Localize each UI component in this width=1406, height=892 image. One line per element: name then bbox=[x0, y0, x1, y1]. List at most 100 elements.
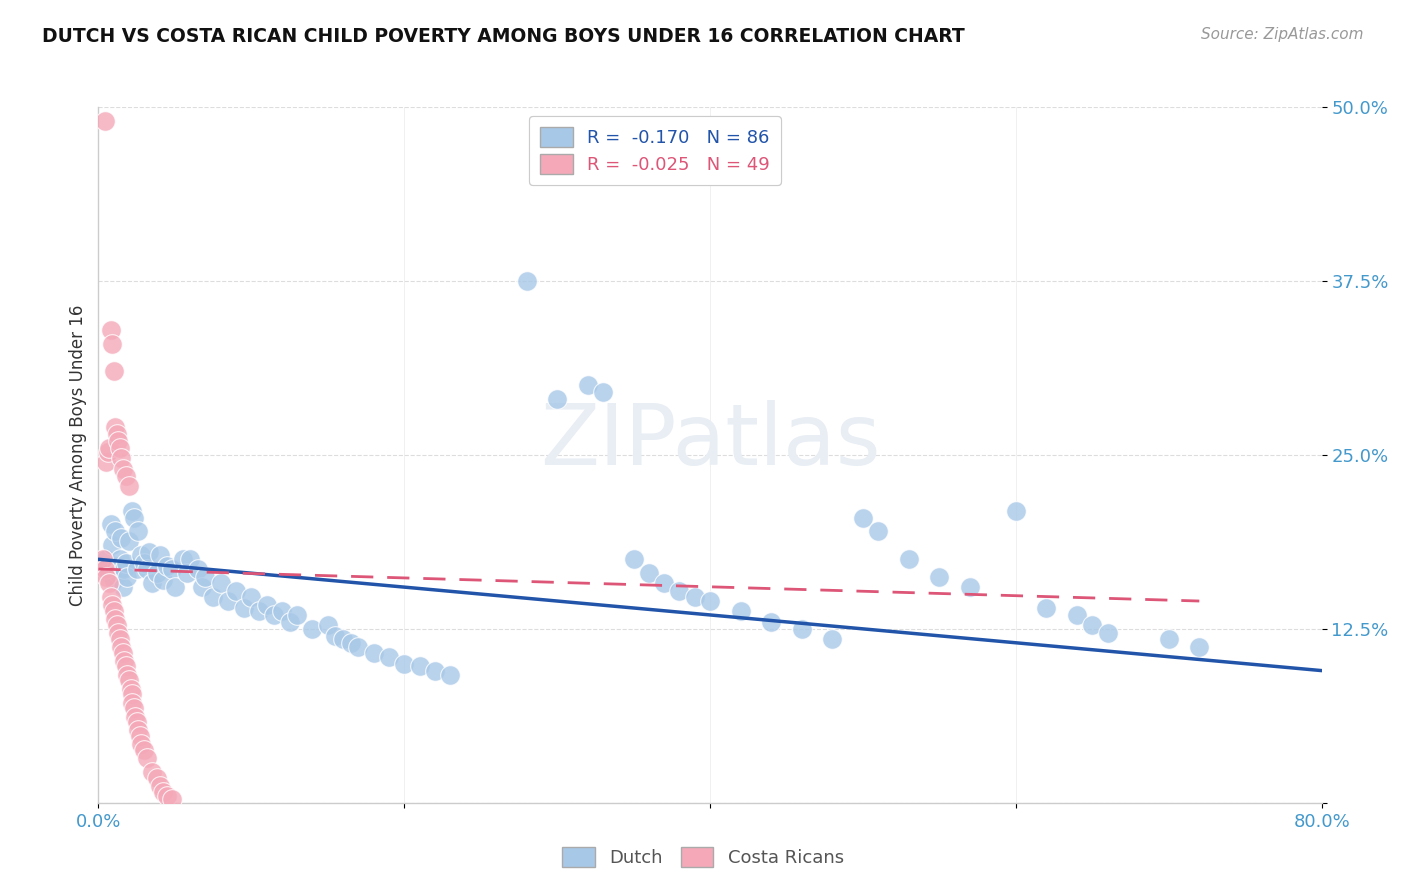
Point bbox=[316, 617, 339, 632]
Point bbox=[152, 785, 174, 799]
Point bbox=[108, 552, 131, 566]
Point bbox=[852, 510, 875, 524]
Point bbox=[1188, 640, 1211, 654]
Point bbox=[149, 779, 172, 793]
Point bbox=[101, 336, 124, 351]
Point bbox=[117, 570, 139, 584]
Point bbox=[156, 789, 179, 803]
Point bbox=[118, 673, 141, 688]
Point bbox=[1081, 617, 1104, 632]
Point bbox=[187, 562, 209, 576]
Point bbox=[103, 604, 125, 618]
Point bbox=[111, 580, 134, 594]
Point bbox=[108, 632, 131, 646]
Point bbox=[100, 590, 122, 604]
Point bbox=[104, 612, 127, 626]
Point bbox=[104, 524, 127, 539]
Point bbox=[1066, 607, 1088, 622]
Point bbox=[134, 743, 156, 757]
Point bbox=[117, 667, 139, 681]
Point bbox=[98, 441, 121, 455]
Point bbox=[202, 590, 225, 604]
Point bbox=[94, 570, 117, 584]
Point bbox=[93, 114, 115, 128]
Point bbox=[122, 510, 145, 524]
Point bbox=[730, 604, 752, 618]
Y-axis label: Child Poverty Among Boys Under 16: Child Poverty Among Boys Under 16 bbox=[69, 304, 87, 606]
Point bbox=[98, 576, 121, 591]
Point bbox=[101, 538, 124, 552]
Point bbox=[176, 566, 198, 581]
Point bbox=[110, 450, 132, 465]
Point bbox=[868, 524, 890, 539]
Point bbox=[160, 791, 183, 805]
Text: Source: ZipAtlas.com: Source: ZipAtlas.com bbox=[1201, 27, 1364, 42]
Point bbox=[127, 524, 149, 539]
Point bbox=[247, 604, 270, 618]
Point bbox=[623, 552, 645, 566]
Point bbox=[124, 709, 146, 723]
Point bbox=[278, 615, 301, 629]
Point bbox=[1097, 626, 1119, 640]
Point bbox=[179, 552, 201, 566]
Point bbox=[263, 607, 285, 622]
Point bbox=[408, 659, 430, 673]
Point bbox=[217, 594, 239, 608]
Point bbox=[652, 576, 675, 591]
Point bbox=[145, 566, 167, 581]
Point bbox=[149, 548, 172, 562]
Point bbox=[332, 632, 354, 646]
Point bbox=[546, 392, 568, 407]
Point bbox=[145, 771, 167, 785]
Point bbox=[759, 615, 782, 629]
Point bbox=[108, 441, 131, 455]
Point bbox=[156, 559, 179, 574]
Point bbox=[94, 455, 117, 469]
Point bbox=[136, 562, 159, 576]
Point bbox=[125, 562, 148, 576]
Text: DUTCH VS COSTA RICAN CHILD POVERTY AMONG BOYS UNDER 16 CORRELATION CHART: DUTCH VS COSTA RICAN CHILD POVERTY AMONG… bbox=[42, 27, 965, 45]
Point bbox=[339, 636, 361, 650]
Point bbox=[103, 573, 125, 587]
Point bbox=[125, 715, 148, 730]
Point bbox=[111, 462, 134, 476]
Point bbox=[141, 576, 163, 591]
Legend: Dutch, Costa Ricans: Dutch, Costa Ricans bbox=[555, 839, 851, 874]
Point bbox=[1157, 632, 1180, 646]
Point bbox=[209, 576, 232, 591]
Point bbox=[122, 701, 145, 715]
Point bbox=[121, 696, 143, 710]
Point bbox=[699, 594, 721, 608]
Point bbox=[115, 468, 138, 483]
Point bbox=[100, 323, 122, 337]
Point bbox=[115, 557, 138, 571]
Point bbox=[112, 562, 135, 576]
Point bbox=[100, 517, 122, 532]
Point bbox=[129, 737, 152, 751]
Point bbox=[93, 562, 115, 576]
Point bbox=[240, 590, 263, 604]
Point bbox=[115, 659, 138, 673]
Text: ZIPatlas: ZIPatlas bbox=[540, 400, 880, 483]
Point bbox=[790, 622, 813, 636]
Point bbox=[110, 532, 132, 546]
Point bbox=[172, 552, 194, 566]
Point bbox=[111, 646, 134, 660]
Point bbox=[163, 580, 186, 594]
Point bbox=[91, 552, 114, 566]
Point bbox=[232, 601, 254, 615]
Point bbox=[127, 723, 149, 738]
Point bbox=[107, 566, 129, 581]
Point bbox=[136, 751, 159, 765]
Point bbox=[256, 598, 278, 612]
Point bbox=[1035, 601, 1057, 615]
Point bbox=[821, 632, 844, 646]
Point bbox=[347, 640, 370, 654]
Point bbox=[928, 570, 950, 584]
Point bbox=[301, 622, 323, 636]
Point bbox=[134, 557, 156, 571]
Point bbox=[959, 580, 981, 594]
Point bbox=[97, 445, 120, 459]
Point bbox=[1004, 503, 1026, 517]
Point bbox=[98, 566, 121, 581]
